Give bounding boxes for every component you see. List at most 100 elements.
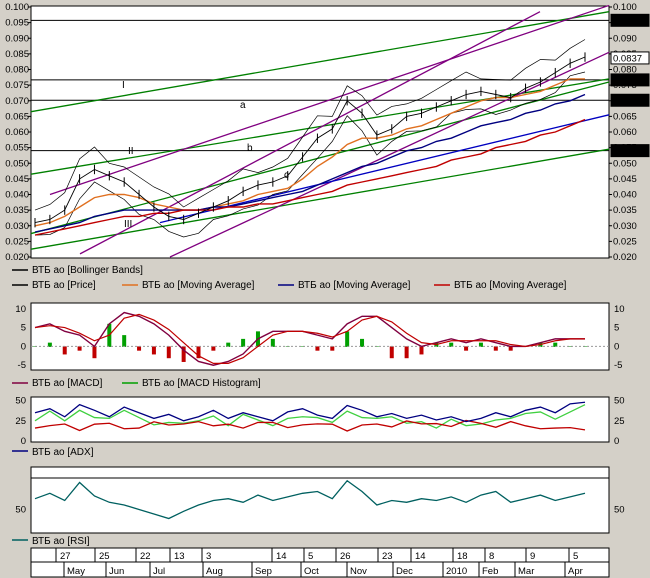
y-tick-label-left: 10 xyxy=(15,304,26,315)
macd-histogram-bar xyxy=(92,346,96,358)
x-day-label: 5 xyxy=(573,551,578,562)
x-day-label: 22 xyxy=(140,551,151,562)
y-tick-label-left: 0.085 xyxy=(5,49,29,60)
y-tick-label-left: 0.035 xyxy=(5,205,29,216)
legend-label: ВТБ ао [MACD] xyxy=(32,378,103,389)
macd-histogram-bar xyxy=(315,346,319,350)
legend-label: ВТБ ао [ADX] xyxy=(32,447,94,458)
legend-label: ВТБ ао [Price] xyxy=(32,280,96,291)
y-tick-label-right: 0.100 xyxy=(613,2,637,13)
y-tick-label-left: 0.030 xyxy=(5,221,29,232)
legend-label: ВТБ ао [Bollinger Bands] xyxy=(32,265,143,276)
annotation-label: III xyxy=(124,219,132,230)
y-tick-label-left: 50 xyxy=(15,505,26,516)
macd-histogram-bar xyxy=(345,331,349,347)
annotation-label: a xyxy=(240,100,246,111)
macd-histogram-bar xyxy=(464,346,468,350)
y-tick-label-left: 50 xyxy=(15,396,26,407)
x-month-label: Feb xyxy=(482,566,498,577)
annotation-label: I xyxy=(122,80,125,91)
y-tick-label-left: 0.070 xyxy=(5,96,29,107)
y-tick-label-left: 25 xyxy=(15,416,26,427)
y-tick-label-right: 5 xyxy=(614,323,619,334)
y-tick-label-left: 0.065 xyxy=(5,111,29,122)
macd-histogram-bar xyxy=(152,346,156,354)
y-tick-label-left: 0.060 xyxy=(5,127,29,138)
chart-canvas: 0.1000.1000.0950.0950.0900.0900.0850.085… xyxy=(0,0,650,578)
price-box-label: 0.07016 xyxy=(613,96,647,107)
price-box-label: 0.05404 xyxy=(613,146,647,157)
legend-label: ВТБ ао [RSI] xyxy=(32,536,90,547)
y-tick-label-right: 0 xyxy=(614,341,619,352)
y-tick-label-left: -5 xyxy=(18,360,26,371)
price-box-label: 0.07667 xyxy=(613,75,647,86)
legend-label: ВТБ ао [Moving Average] xyxy=(454,280,567,291)
legend-label: ВТБ ао [Moving Average] xyxy=(298,280,411,291)
x-month-label: Jun xyxy=(109,566,124,577)
x-day-label: 18 xyxy=(457,551,468,562)
x-day-label: 5 xyxy=(308,551,313,562)
y-tick-label-right: 25 xyxy=(614,416,625,427)
y-tick-label-right: 0.035 xyxy=(613,205,637,216)
y-tick-label-left: 0.075 xyxy=(5,80,29,91)
x-day-label: 14 xyxy=(415,551,426,562)
macd-histogram-bar xyxy=(137,346,141,350)
x-day-label: 9 xyxy=(530,551,535,562)
x-month-label: Apr xyxy=(568,566,583,577)
y-tick-label-right: 50 xyxy=(614,396,625,407)
legend-label: ВТБ ао [Moving Average] xyxy=(142,280,255,291)
y-tick-label-right: 0.040 xyxy=(613,190,637,201)
macd-histogram-bar xyxy=(494,346,498,350)
x-month-label: Sep xyxy=(255,566,272,577)
y-tick-label-left: 0.055 xyxy=(5,143,29,154)
y-tick-label-left: 0.050 xyxy=(5,158,29,169)
x-month-label: 2010 xyxy=(446,566,467,577)
y-tick-label-right: 0.050 xyxy=(613,158,637,169)
y-tick-label-right: 0.020 xyxy=(613,252,637,263)
x-month-label: Nov xyxy=(350,566,367,577)
macd-histogram-bar xyxy=(241,339,245,347)
price-panel xyxy=(31,6,609,258)
x-month-label: Mar xyxy=(518,566,534,577)
macd-histogram-bar xyxy=(63,346,67,354)
y-tick-label-right: 0.090 xyxy=(613,33,637,44)
macd-histogram-bar xyxy=(405,346,409,358)
y-tick-label-left: 0.080 xyxy=(5,65,29,76)
y-tick-label-left: 0.095 xyxy=(5,18,29,29)
y-tick-label-right: -5 xyxy=(614,360,622,371)
y-tick-label-right: 0 xyxy=(614,436,619,447)
y-tick-label-right: 0.060 xyxy=(613,127,637,138)
macd-histogram-bar xyxy=(330,346,334,350)
macd-histogram-bar xyxy=(211,346,215,350)
y-tick-label-right: 0.045 xyxy=(613,174,637,185)
x-day-label: 8 xyxy=(489,551,494,562)
macd-histogram-bar xyxy=(271,339,275,347)
macd-histogram-bar xyxy=(360,339,364,347)
macd-histogram-bar xyxy=(419,346,423,354)
macd-histogram-bar xyxy=(167,346,171,358)
y-tick-label-left: 0.090 xyxy=(5,33,29,44)
y-tick-label-left: 0.025 xyxy=(5,236,29,247)
y-tick-label-left: 0 xyxy=(21,341,26,352)
x-day-label: 3 xyxy=(206,551,211,562)
price-box-label: 0.0837 xyxy=(613,53,642,64)
x-day-label: 26 xyxy=(340,551,351,562)
annotation-label: c xyxy=(284,170,289,181)
macd-panel xyxy=(31,303,609,370)
x-month-label: May xyxy=(67,566,85,577)
price-box-label: 0.09574 xyxy=(613,16,647,27)
x-month-label: Jul xyxy=(153,566,165,577)
x-day-label: 25 xyxy=(99,551,110,562)
x-day-label: 27 xyxy=(60,551,71,562)
x-month-label: Aug xyxy=(206,566,223,577)
y-tick-label-right: 0.030 xyxy=(613,221,637,232)
x-month-label: Dec xyxy=(396,566,413,577)
x-day-label: 14 xyxy=(276,551,287,562)
x-day-label: 13 xyxy=(174,551,185,562)
macd-histogram-bar xyxy=(122,335,126,347)
macd-histogram-bar xyxy=(78,346,82,350)
legend-label: ВТБ ао [MACD Histogram] xyxy=(142,378,261,389)
macd-histogram-bar xyxy=(390,346,394,358)
annotation-label: II xyxy=(128,146,134,157)
y-tick-label-right: 0.025 xyxy=(613,236,637,247)
